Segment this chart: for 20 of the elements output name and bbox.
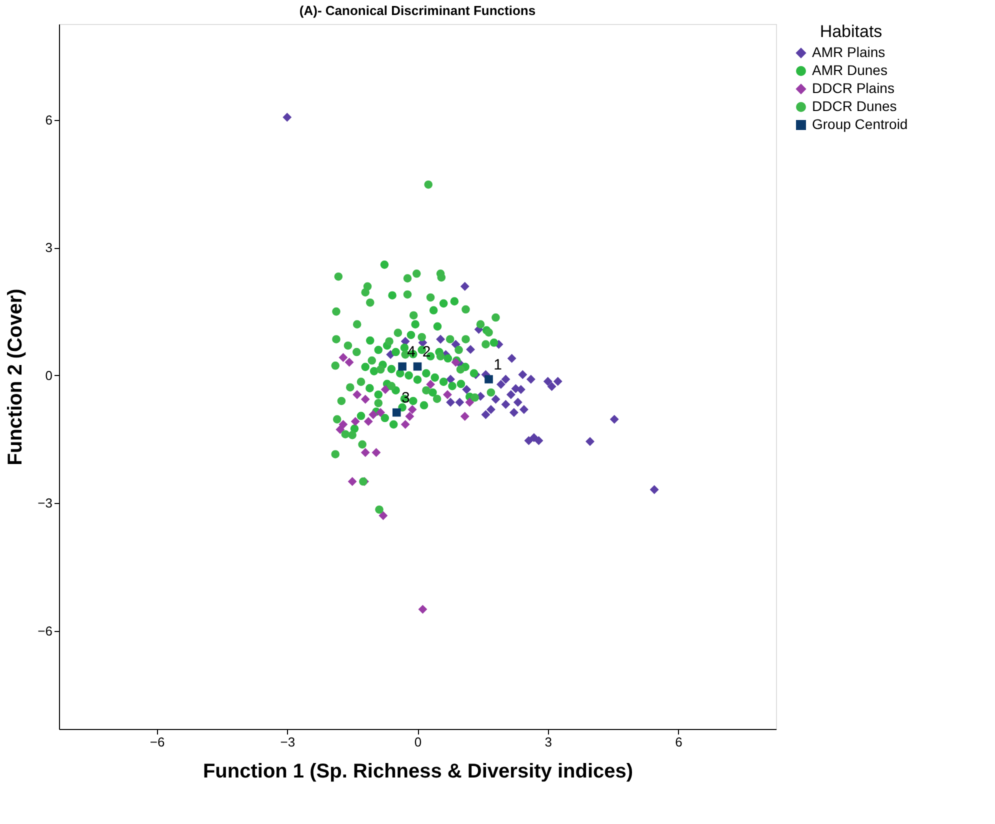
y-tick-label: −3	[38, 496, 52, 511]
y-tick-label: 0	[45, 368, 52, 383]
x-tick-label: 0	[414, 734, 422, 750]
legend-label: DDCR Dunes	[812, 98, 897, 114]
annotation: 1	[494, 356, 502, 374]
chart-title: (A)- Canonical Discriminant Functions	[299, 3, 536, 18]
legend-label: DDCR Plains	[812, 80, 894, 96]
x-tick-label: −3	[280, 734, 296, 750]
legend-label: AMR Dunes	[812, 62, 888, 78]
x-axis-title: Function 1 (Sp. Richness & Diversity indices)	[202, 760, 634, 782]
legend-label: AMR Plains	[812, 44, 886, 60]
x-tick-label: −6	[150, 734, 165, 750]
legend-label: Group Centroid	[812, 116, 908, 132]
x-tick-label: 3	[544, 734, 552, 750]
y-tick-label: −6	[38, 624, 52, 639]
legend-title: Habitats	[820, 22, 882, 41]
y-axis-title: Function 2 (Cover)	[4, 288, 27, 466]
y-tick-label: 6	[45, 112, 52, 128]
y-tick-label: 3	[45, 240, 52, 256]
x-tick-label: 6	[675, 734, 682, 750]
